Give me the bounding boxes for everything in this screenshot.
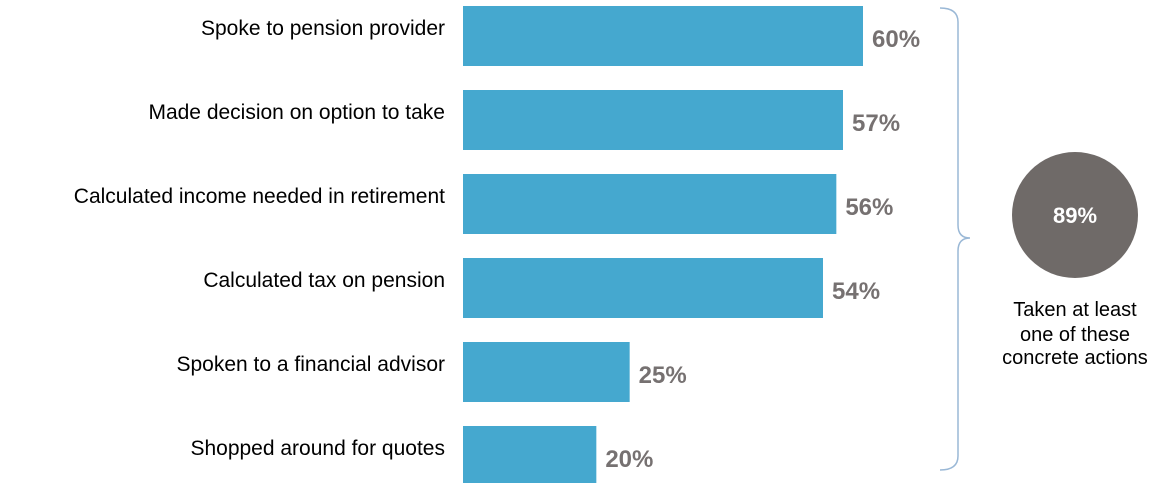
value-label: 57%: [852, 110, 900, 137]
summary-caption-line-2: one of these: [1020, 324, 1130, 346]
bars: [463, 6, 863, 483]
value-labels: 60% 57% 56% 54% 25% 20%: [605, 26, 920, 473]
bar: [463, 342, 630, 402]
bar: [463, 90, 843, 150]
category-label: Calculated income needed in retirement: [74, 185, 445, 208]
bar: [463, 174, 837, 234]
summary-value: 89%: [1053, 203, 1097, 228]
category-label: Spoken to a financial advisor: [177, 353, 446, 376]
value-label: 54%: [832, 278, 880, 305]
bar: [463, 6, 863, 66]
bar: [463, 426, 597, 483]
summary-caption-line-1: Taken at least: [1013, 299, 1137, 321]
summary-bracket: [939, 7, 971, 471]
summary-circle: [1012, 152, 1138, 278]
category-label: Spoke to pension provider: [201, 17, 445, 40]
category-label: Calculated tax on pension: [203, 269, 445, 292]
value-label: 25%: [639, 362, 687, 389]
summary-caption-line-3: concrete actions: [1002, 347, 1148, 369]
bar: [463, 258, 823, 318]
value-label: 56%: [845, 194, 893, 221]
value-label: 60%: [872, 26, 920, 53]
category-label: Made decision on option to take: [148, 101, 445, 124]
category-labels: Spoke to pension provider Made decision o…: [74, 17, 445, 460]
category-label: Shopped around for quotes: [190, 437, 445, 460]
value-label: 20%: [605, 446, 653, 473]
